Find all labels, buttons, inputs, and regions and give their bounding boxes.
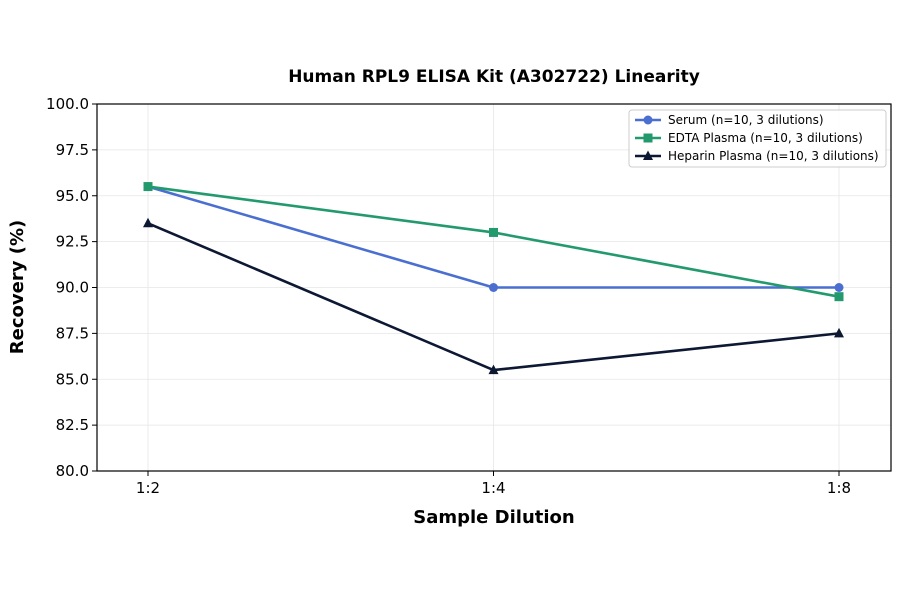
series-2 [143,182,844,302]
legend-item: Heparin Plasma (n=10, 3 dilutions) [635,149,879,163]
legend-item: EDTA Plasma (n=10, 3 dilutions) [635,131,863,145]
data-point [488,364,499,375]
y-tick-label: 87.5 [56,324,89,342]
legend: Serum (n=10, 3 dilutions) EDTA Plasma (n=… [628,109,887,168]
x-tick-label: 1:8 [827,479,851,497]
x-tick-label: 1:4 [481,479,505,497]
legend-label: EDTA Plasma (n=10, 3 dilutions) [668,131,863,145]
y-tick-label: 95.0 [56,187,89,205]
data-point [143,217,153,228]
x-axis-label: Sample Dilution [413,507,574,528]
y-tick-label: 97.5 [56,141,89,159]
y-tick-label: 90.0 [56,279,89,297]
y-tick-label: 82.5 [56,416,89,434]
data-point [834,327,844,338]
legend-box [628,109,887,168]
y-tick-label: 92.5 [56,233,89,251]
data-point [834,292,844,302]
y-tick-label: 100.0 [46,95,89,113]
chart-title: Human RPL9 ELISA Kit (A302722) Linearity [288,67,700,87]
legend-marker [643,115,653,125]
x-tick-label: 1:2 [136,479,160,497]
x-axis-ticks: 1:2 1:4 1:8 [136,471,851,497]
y-tick-label: 85.0 [56,370,89,388]
data-point [489,283,498,292]
y-axis-ticks: 80.0 82.5 85.0 87.5 90.0 92.5 95.0 97.5 100.0 [46,95,97,480]
series-3 [143,217,844,375]
y-tick-label: 80.0 [56,462,89,480]
legend-marker [643,150,653,160]
data-point [143,182,153,192]
legend-label: Serum (n=10, 3 dilutions) [668,113,824,127]
legend-item: Serum (n=10, 3 dilutions) [635,113,824,127]
legend-label: Heparin Plasma (n=10, 3 dilutions) [668,149,879,163]
series-layer [143,182,844,375]
legend-marker [643,133,653,143]
data-point [834,283,844,292]
y-axis-label: Recovery (%) [7,220,28,354]
data-point [489,227,498,237]
